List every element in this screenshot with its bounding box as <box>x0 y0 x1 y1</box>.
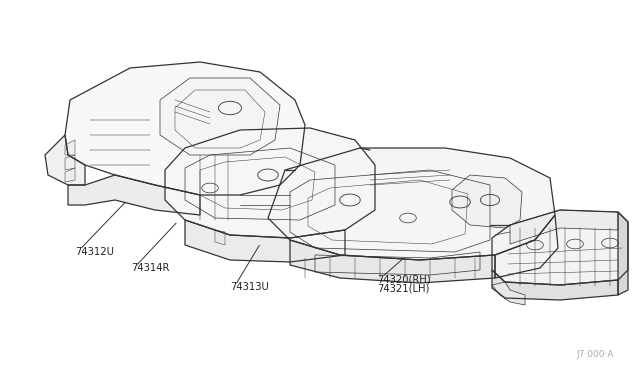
Polygon shape <box>618 212 628 295</box>
Polygon shape <box>492 210 628 285</box>
Text: J7·000·A: J7·000·A <box>577 350 614 359</box>
Polygon shape <box>68 175 200 215</box>
Polygon shape <box>452 175 522 228</box>
Polygon shape <box>510 210 618 244</box>
Text: 74321(LH): 74321(LH) <box>378 284 430 294</box>
Polygon shape <box>65 62 305 195</box>
Text: 74314R: 74314R <box>131 263 170 273</box>
Text: 74312U: 74312U <box>76 247 115 257</box>
Polygon shape <box>65 168 75 182</box>
Polygon shape <box>268 148 555 260</box>
Polygon shape <box>492 282 525 305</box>
Polygon shape <box>65 140 75 155</box>
Polygon shape <box>160 78 280 155</box>
Text: 74313U: 74313U <box>230 282 269 292</box>
Polygon shape <box>492 270 618 300</box>
Polygon shape <box>185 220 345 262</box>
Polygon shape <box>165 128 375 238</box>
Polygon shape <box>215 230 225 245</box>
Polygon shape <box>495 215 558 278</box>
Text: 74320(RH): 74320(RH) <box>378 275 431 285</box>
Polygon shape <box>65 155 75 170</box>
Polygon shape <box>45 135 85 185</box>
Polygon shape <box>290 240 495 283</box>
